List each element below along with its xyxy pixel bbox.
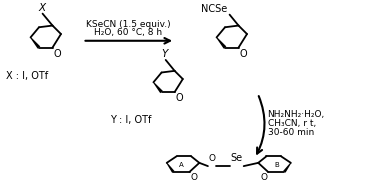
Text: Y : I, OTf: Y : I, OTf bbox=[110, 115, 152, 125]
Polygon shape bbox=[283, 163, 291, 173]
Text: O: O bbox=[240, 49, 247, 58]
Text: CH₃CN, r t,: CH₃CN, r t, bbox=[268, 119, 316, 128]
Text: NCSe: NCSe bbox=[201, 4, 228, 14]
Text: X: X bbox=[38, 3, 45, 13]
Text: Se: Se bbox=[231, 153, 243, 163]
Text: X : I, OTf: X : I, OTf bbox=[6, 71, 48, 81]
Polygon shape bbox=[216, 37, 226, 49]
Text: Y: Y bbox=[161, 49, 168, 59]
Text: B: B bbox=[274, 162, 279, 168]
Text: O: O bbox=[260, 173, 267, 182]
Text: O: O bbox=[208, 154, 215, 163]
Text: KSeCN (1.5 equiv.): KSeCN (1.5 equiv.) bbox=[86, 20, 170, 29]
Polygon shape bbox=[30, 37, 40, 49]
Text: NH₂NH₂·H₂O,: NH₂NH₂·H₂O, bbox=[268, 110, 325, 119]
Text: H₂O, 60 °C, 8 h: H₂O, 60 °C, 8 h bbox=[94, 28, 163, 37]
Text: O: O bbox=[54, 49, 61, 58]
Polygon shape bbox=[166, 163, 175, 173]
Text: 30-60 min: 30-60 min bbox=[268, 128, 314, 137]
Polygon shape bbox=[153, 82, 163, 93]
Text: O: O bbox=[191, 173, 198, 182]
Text: O: O bbox=[176, 93, 183, 103]
Text: A: A bbox=[179, 162, 183, 168]
